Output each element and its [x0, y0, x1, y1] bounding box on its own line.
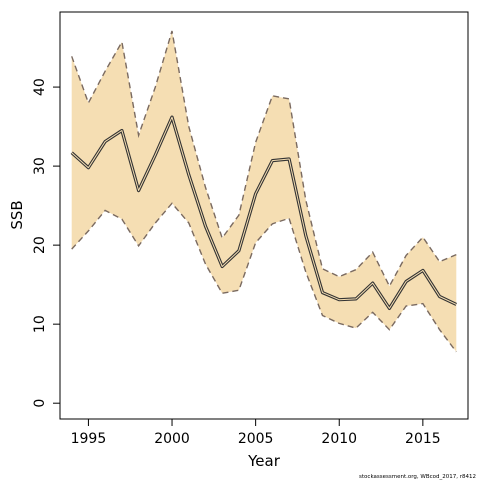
estimate-line [71, 116, 457, 309]
x-tick-label: 2015 [405, 431, 441, 447]
confidence-band [71, 31, 457, 352]
y-tick-label: 0 [32, 399, 48, 408]
y-tick-label: 30 [32, 157, 48, 175]
x-tick-label: 2010 [321, 431, 357, 447]
x-axis-title: Year [247, 452, 281, 470]
upper-bound-line [71, 30, 457, 288]
y-tick-label: 20 [32, 236, 48, 254]
x-tick-label: 1995 [71, 431, 107, 447]
x-tick-label: 2000 [154, 431, 190, 447]
x-tick-label: 2005 [238, 431, 274, 447]
credit-text: stockassessment.org, WBcod_2017, r8412 [359, 474, 476, 480]
x-axis: 1995 2000 2005 2010 2015 [71, 418, 441, 447]
y-axis: 0 10 20 30 40 [32, 78, 61, 408]
y-axis-title: SSB [8, 200, 26, 229]
lower-bound-line [71, 202, 457, 353]
y-tick-label: 10 [32, 315, 48, 333]
y-tick-label: 40 [32, 78, 48, 96]
